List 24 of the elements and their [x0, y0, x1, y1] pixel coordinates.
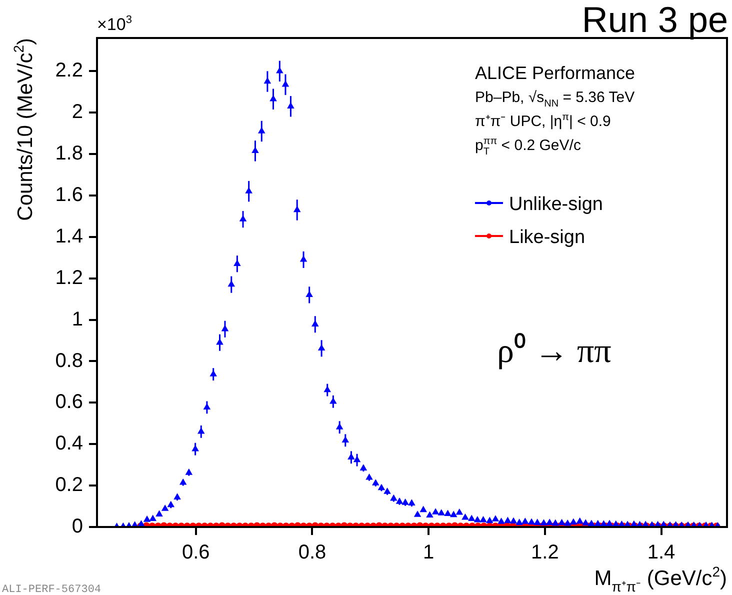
y-tick-label: 2.2	[55, 60, 83, 82]
legend-label: Like-sign	[509, 227, 586, 248]
y-tick-label: 0.6	[55, 391, 83, 414]
y-tick-label: 1.8	[55, 142, 83, 165]
y-tick-label: 1.6	[55, 184, 83, 206]
text: ALI-PERF-567304	[2, 584, 102, 595]
y-tick-label: 0.4	[55, 432, 83, 455]
y-tick-label: 1.4	[55, 225, 83, 248]
x-tick-label: 0.8	[298, 542, 326, 564]
annotation: ρ⁰ → ππ	[497, 333, 612, 370]
y-tick-label: 0.8	[55, 350, 83, 372]
y-tick-label: 0.2	[55, 474, 83, 496]
legend-label: Unlike-sign	[509, 194, 603, 215]
x-tick-label: 1.2	[531, 542, 559, 564]
y-tick-label: 0	[72, 516, 83, 538]
x-tick-label: 1.4	[647, 542, 676, 564]
y-tick-label: 2	[72, 101, 83, 124]
annotation: Run 3 pe	[582, 0, 728, 40]
x-tick-label: 1	[423, 542, 434, 564]
x-tick-label: 0.6	[182, 542, 210, 564]
annotation: ALICE Performance	[475, 63, 636, 83]
y-axis-title: Counts/10 (MeV/c2)	[10, 38, 37, 221]
y-tick-label: 1	[72, 308, 83, 330]
y-tick-label: 1.2	[55, 266, 83, 289]
